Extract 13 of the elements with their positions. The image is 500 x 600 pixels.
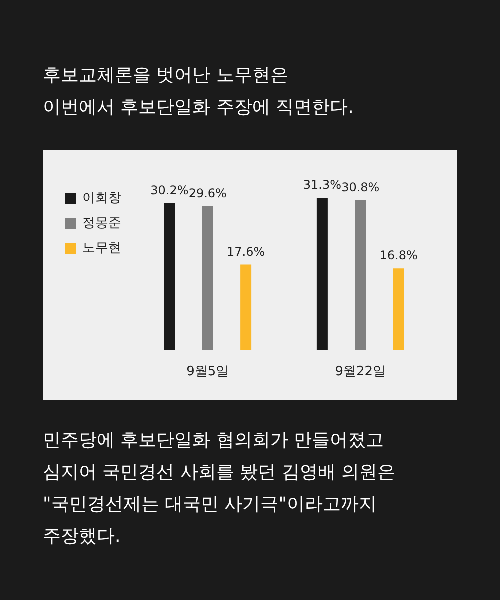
x-tick-label: 9월5일 bbox=[186, 364, 230, 380]
x-tick-label: 9월22일 bbox=[335, 364, 386, 380]
data-label: 31.3% bbox=[303, 178, 342, 192]
text: 민주당에 후보단일화 협의회가 만들어졌고 심지어 국민경선 사회를 봤던 김영배 의원은 "국민경선제는 대국민 사기극"이라고까지 주장했다. bbox=[43, 429, 396, 549]
data-label: 30.8% bbox=[342, 180, 380, 195]
legend-label: 정몽준 bbox=[82, 216, 122, 231]
legend-label: 이회창 bbox=[82, 190, 122, 206]
legend-label: 노무현 bbox=[82, 240, 122, 256]
data-label: 17.6% bbox=[227, 244, 266, 259]
chart-title: 후보교체론을 벗어난 노무현은 이번에서 후보단일화 주장에 직면한다. bbox=[43, 64, 354, 120]
data-label: 29.6% bbox=[188, 186, 227, 200]
data-label: 16.8% bbox=[380, 248, 418, 263]
data-label: 30.2% bbox=[150, 183, 189, 198]
